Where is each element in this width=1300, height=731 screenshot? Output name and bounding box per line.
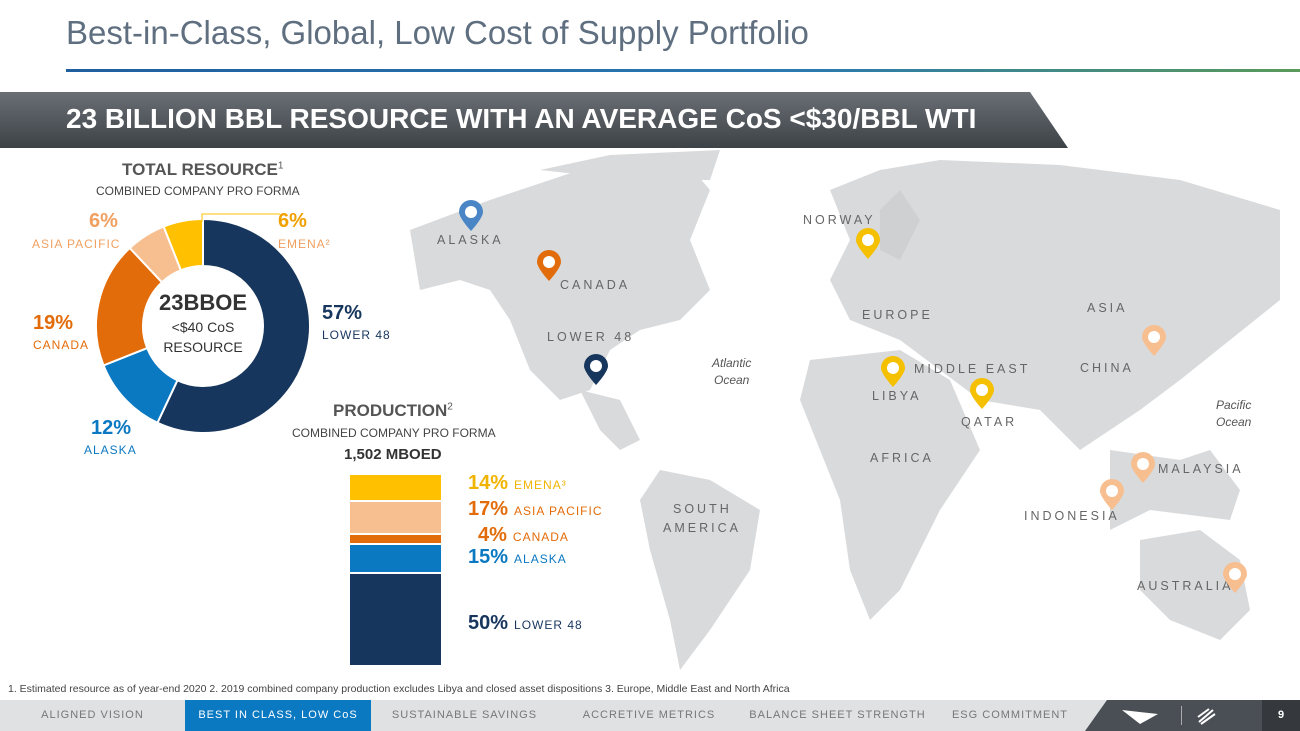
production-label: 4% CANADA: [478, 524, 569, 547]
production-subheading: COMBINED COMPANY PRO FORMA: [292, 426, 496, 440]
map-pin-china-icon: [1141, 325, 1166, 356]
map-label-south: SOUTH: [673, 502, 732, 516]
asiapac-label: ASIA PACIFIC: [32, 237, 121, 251]
production-bar-segment: [350, 574, 441, 665]
production-region: EMENA³: [514, 478, 567, 492]
production-pct: 15%: [468, 546, 509, 568]
donut-center-total: 23BBOE: [158, 290, 248, 315]
map-pin-malaysia-icon: [1130, 452, 1155, 483]
production-pct: 14%: [468, 472, 509, 494]
ocean-word: Ocean: [1216, 415, 1252, 429]
nav-aligned-vision[interactable]: ALIGNED VISION: [41, 709, 144, 721]
asiapac-pct: 6%: [89, 210, 118, 232]
lower48-pct: 57%: [322, 302, 363, 324]
nav-best-in-class[interactable]: BEST IN CLASS, LOW CoS: [185, 700, 371, 731]
emena-leader-line: [201, 213, 280, 222]
donut-center: 23BBOE <$40 CoS RESOURCE: [143, 290, 263, 356]
ocean-word: Ocean: [714, 373, 750, 387]
map-label-indonesia: INDONESIA: [1024, 509, 1120, 523]
map-pin-libya-icon: [880, 356, 905, 387]
page-title: Best-in-Class, Global, Low Cost of Suppl…: [66, 14, 809, 51]
map-pin-norway-icon: [855, 228, 880, 259]
map-label-asia: ASIA: [1087, 301, 1128, 315]
emena-label: EMENA²: [278, 237, 331, 251]
map-label-libya: LIBYA: [872, 389, 922, 403]
alaska-pct: 12%: [91, 417, 132, 439]
donut-center-line1: <$40 CoS: [171, 319, 235, 335]
donut-slice-lower-48: [156, 217, 311, 434]
emena-pct: 6%: [278, 210, 307, 232]
production-region: ASIA PACIFIC: [514, 504, 603, 518]
map-label-canada: CANADA: [560, 278, 631, 292]
nav-sustainable-savings[interactable]: SUSTAINABLE SAVINGS: [391, 709, 538, 721]
production-bar-segment: [350, 502, 441, 534]
company-logo-icon: [1122, 710, 1158, 724]
map-label-malaysia: MALAYSIA: [1158, 462, 1244, 476]
map-label-qatar: QATAR: [961, 415, 1018, 429]
production-region: CANADA: [512, 530, 569, 544]
logo-divider: [1181, 706, 1182, 725]
footnote-ref: 1: [277, 160, 284, 172]
title-rule: [66, 69, 1300, 72]
map-label-africa: AFRICA: [870, 451, 934, 465]
nav-balance-sheet[interactable]: BALANCE SHEET STRENGTH: [749, 709, 926, 721]
ocean-word: Pacific: [1216, 398, 1252, 412]
ocean-word: Atlantic: [712, 356, 752, 370]
lower48-label: LOWER 48: [322, 328, 391, 342]
canada-pct: 19%: [33, 312, 74, 334]
map-pin-australia-icon: [1222, 562, 1247, 593]
map-pin-qatar-icon: [969, 378, 994, 409]
section-nav: ALIGNED VISION BEST IN CLASS, LOW CoS SU…: [0, 700, 1300, 731]
production-heading-text: PRODUCTION: [333, 401, 448, 420]
map-pin-lower48-icon: [583, 354, 608, 385]
production-label: 50% LOWER 48: [468, 612, 583, 635]
partner-logo-icon: [1197, 708, 1216, 725]
map-label-lower48: LOWER 48: [547, 330, 635, 344]
headline-banner: 23 BILLION BBL RESOURCE WITH AN AVERAGE …: [0, 92, 1068, 148]
footnotes: 1. Estimated resource as of year-end 202…: [8, 683, 790, 695]
banner-text: 23 BILLION BBL RESOURCE WITH AN AVERAGE …: [66, 103, 977, 134]
canada-label: CANADA: [33, 338, 90, 352]
footnote-ref: 2: [447, 401, 453, 413]
production-pct: 17%: [468, 498, 509, 520]
resource-donut-chart: [95, 217, 311, 434]
pacific-ocean-label: Pacific Ocean: [1216, 397, 1251, 431]
map-label-middle-east: MIDDLE EAST: [914, 362, 1031, 376]
production-bar-segment: [350, 475, 441, 501]
resource-subheading: COMBINED COMPANY PRO FORMA: [96, 184, 300, 198]
production-label: 15% ALASKA: [468, 546, 567, 569]
nav-accretive-metrics[interactable]: ACCRETIVE METRICS: [582, 709, 716, 721]
production-region: LOWER 48: [514, 618, 583, 632]
donut-center-line2: RESOURCE: [163, 339, 243, 355]
map-pin-canada-icon: [536, 250, 561, 281]
production-heading: PRODUCTION2: [333, 401, 453, 421]
alaska-label: ALASKA: [84, 443, 137, 457]
world-map: [410, 150, 1280, 670]
map-label-alaska: ALASKA: [437, 233, 504, 247]
page-number: 9: [1262, 700, 1300, 731]
map-pin-indonesia-icon: [1099, 479, 1124, 510]
resource-heading: TOTAL RESOURCE1: [122, 160, 283, 180]
map-label-china: CHINA: [1080, 361, 1134, 375]
production-total: 1,502 MBOED: [344, 446, 442, 463]
production-pct: 4%: [478, 524, 507, 546]
map-label-america: AMERICA: [663, 521, 741, 535]
nav-esg[interactable]: ESG COMMITMENT: [951, 709, 1069, 721]
resource-heading-text: TOTAL RESOURCE: [122, 160, 278, 179]
atlantic-ocean-label: Atlantic Ocean: [712, 355, 751, 389]
donut-slice-emena-: [162, 217, 204, 272]
production-pct: 50%: [468, 612, 509, 634]
production-region: ALASKA: [514, 552, 567, 566]
production-bar-segment: [350, 544, 441, 572]
production-label: 14% EMENA³: [468, 472, 567, 495]
map-label-australia: AUSTRALIA: [1137, 579, 1234, 593]
map-label-europe: EUROPE: [862, 308, 933, 322]
map-label-norway: NORWAY: [803, 213, 876, 227]
map-pin-alaska-icon: [458, 200, 483, 231]
production-bar-segment: [350, 535, 441, 543]
production-label: 17% ASIA PACIFIC: [468, 498, 603, 521]
